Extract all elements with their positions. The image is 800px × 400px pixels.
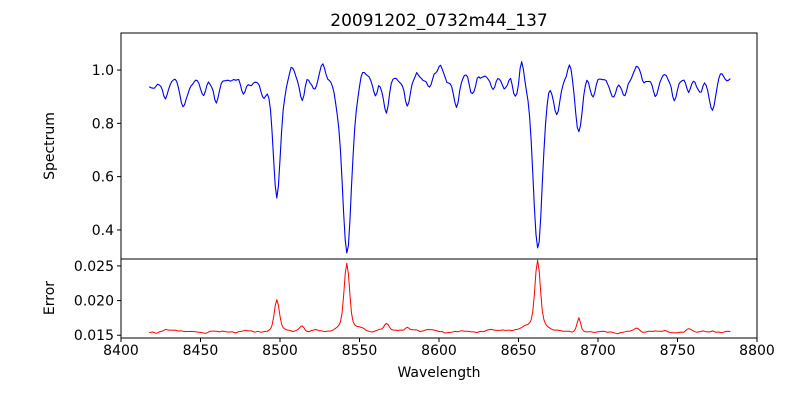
x-tick-label: 8650 <box>501 343 537 359</box>
spectrum-flux-line <box>149 61 731 254</box>
x-tick-label: 8450 <box>183 343 219 359</box>
spectrum-y-tick-label: 0.8 <box>92 116 114 132</box>
x-tick-label: 8500 <box>262 343 298 359</box>
spectrum-y-axis-label: Spectrum <box>42 112 58 180</box>
x-tick-label: 8600 <box>421 343 457 359</box>
error-y-tick-label: 0.020 <box>74 294 114 310</box>
error-level-line <box>149 259 731 335</box>
chart-title: 20091202_0732m44_137 <box>330 11 547 31</box>
x-tick-label: 8700 <box>580 343 616 359</box>
spectrum-y-tick-label: 0.6 <box>92 170 114 186</box>
error-y-axis-label: Error <box>42 281 58 315</box>
error-y-tick-label: 0.015 <box>74 328 114 344</box>
error-panel-border <box>120 258 758 339</box>
axes-layer: 0.4 0.6 0.8 1.0 0.015 0.020 0.025 8400 8450 8500 8… <box>74 32 775 359</box>
spectrum-y-tick-label: 1.0 <box>92 63 114 79</box>
x-tick-label: 8750 <box>660 343 696 359</box>
x-tick-label: 8550 <box>342 343 378 359</box>
x-axis-label: Wavelength <box>397 365 480 381</box>
data-layer <box>149 61 731 335</box>
error-y-tick-label: 0.025 <box>74 259 114 275</box>
x-tick-label: 8400 <box>103 343 139 359</box>
spectrum-y-tick-label: 0.4 <box>92 223 114 239</box>
x-tick-label: 8800 <box>739 343 775 359</box>
